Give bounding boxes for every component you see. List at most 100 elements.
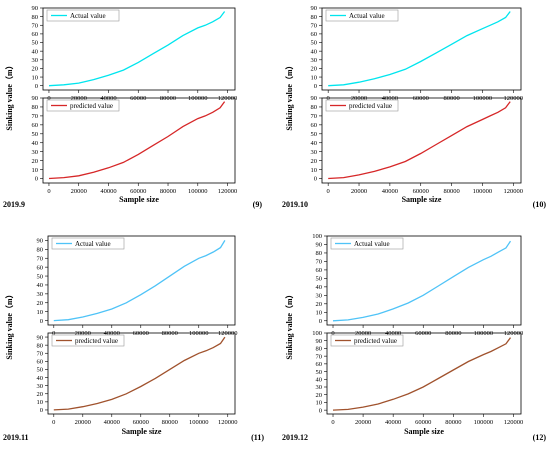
y-tick-label: 30 <box>311 57 318 64</box>
y-tick-label: 20 <box>311 66 318 73</box>
y-tick-label: 20 <box>316 392 323 399</box>
x-tick-label: 80000 <box>445 330 461 337</box>
x-tick-label: 60000 <box>130 188 146 195</box>
x-tick-label: 20000 <box>355 330 371 337</box>
y-tick-label: 10 <box>37 399 44 406</box>
y-tick-label: 60 <box>37 359 44 366</box>
y-tick-label: 40 <box>311 140 318 147</box>
y-tick-label: 50 <box>32 40 39 47</box>
x-tick-label: 0 <box>327 188 330 195</box>
y-tick-label: 80 <box>311 14 318 21</box>
y-tick-label: 0 <box>314 176 317 183</box>
x-tick-label: 20000 <box>71 188 87 195</box>
plot-frame <box>42 7 236 91</box>
legend-label: Actual value <box>354 240 390 248</box>
y-tick-label: 80 <box>311 104 318 111</box>
legend-box <box>325 9 399 22</box>
y-tick-label: 60 <box>32 31 39 38</box>
legend: predicted value <box>46 99 120 112</box>
y-tick-label: 60 <box>311 122 318 129</box>
y-tick-label: 10 <box>311 74 318 81</box>
x-tick-label: 20000 <box>75 419 91 426</box>
x-tick-label: 100000 <box>188 95 208 102</box>
y-tick-label: 60 <box>32 122 39 129</box>
y-tick-label: 90 <box>32 5 39 12</box>
x-tick-label: 40000 <box>104 330 120 337</box>
actual-value-line <box>332 240 512 322</box>
x-tick-label: 20000 <box>355 419 371 426</box>
y-tick-label: 60 <box>37 264 44 271</box>
y-tick-label: 20 <box>32 158 39 165</box>
y-tick-label: 0 <box>319 318 322 325</box>
legend-box <box>46 9 120 22</box>
y-tick-label: 20 <box>311 158 318 165</box>
x-axis-label: Sample size <box>122 427 162 436</box>
legend-label: predicted value <box>75 337 118 345</box>
y-tick-label: 30 <box>32 57 39 64</box>
x-tick-label: 40000 <box>100 188 116 195</box>
x-tick-label: 80000 <box>445 419 461 426</box>
y-tick-label: 10 <box>37 309 44 316</box>
y-tick-label: 50 <box>316 369 323 376</box>
legend: predicted value <box>330 334 404 347</box>
plot-frame <box>321 7 522 91</box>
x-tick-label: 100000 <box>474 330 494 337</box>
plot-frame <box>47 235 236 326</box>
x-tick-label: 100000 <box>189 419 209 426</box>
x-axis-label: Sample size <box>404 427 444 436</box>
y-tick-label: 30 <box>37 383 44 390</box>
y-axis-label: Sinking value（m） <box>284 290 294 359</box>
y-tick-label: 20 <box>32 66 39 73</box>
legend-label: predicted value <box>354 337 397 345</box>
x-tick-label: 60000 <box>133 330 149 337</box>
y-tick-label: 30 <box>316 384 323 391</box>
y-tick-label: 20 <box>37 391 44 398</box>
y-tick-label: 90 <box>37 238 44 245</box>
y-tick-label: 50 <box>37 273 44 280</box>
x-axis-label: Sample size <box>402 195 442 204</box>
actual-value-line <box>328 11 511 87</box>
y-tick-label: 80 <box>32 14 39 21</box>
y-tick-label: 30 <box>32 149 39 156</box>
y-tick-label: 90 <box>37 334 44 341</box>
y-tick-label: 30 <box>37 291 44 298</box>
y-tick-label: 90 <box>316 242 323 249</box>
y-tick-label: 30 <box>316 293 323 300</box>
x-tick-label: 20000 <box>71 95 87 102</box>
date-label: 2019.10 <box>282 200 308 209</box>
x-tick-label: 80000 <box>162 330 178 337</box>
y-tick-label: 0 <box>35 83 38 90</box>
y-tick-label: 20 <box>316 301 323 308</box>
x-tick-label: 60000 <box>415 419 431 426</box>
predicted-value-line <box>332 337 512 411</box>
plot-frame <box>47 332 236 415</box>
x-tick-label: 120000 <box>504 95 524 102</box>
x-tick-label: 0 <box>331 419 334 426</box>
predicted-value-line <box>328 101 511 180</box>
x-tick-label: 120000 <box>218 419 238 426</box>
x-tick-label: 100000 <box>189 330 209 337</box>
y-tick-label: 30 <box>311 149 318 156</box>
y-tick-label: 40 <box>316 284 323 291</box>
y-axis-label: Sinking value（m） <box>4 290 14 359</box>
y-tick-label: 10 <box>311 167 318 174</box>
x-tick-label: 120000 <box>504 330 524 337</box>
y-tick-label: 0 <box>40 407 43 414</box>
y-tick-label: 20 <box>37 300 44 307</box>
legend: Actual value <box>325 9 399 22</box>
legend-label: predicted value <box>349 102 392 110</box>
legend: predicted value <box>51 334 125 347</box>
legend-label: Actual value <box>349 12 385 20</box>
figure-number: (10) <box>533 200 547 209</box>
x-tick-label: 40000 <box>104 419 120 426</box>
plot-frame <box>326 332 522 415</box>
x-tick-label: 120000 <box>504 188 524 195</box>
plot-frame <box>42 97 236 184</box>
panel-predicted: 0 10 20 30 40 50 60 70 80 90 0 20000 40000 60000 80000… <box>32 95 238 195</box>
